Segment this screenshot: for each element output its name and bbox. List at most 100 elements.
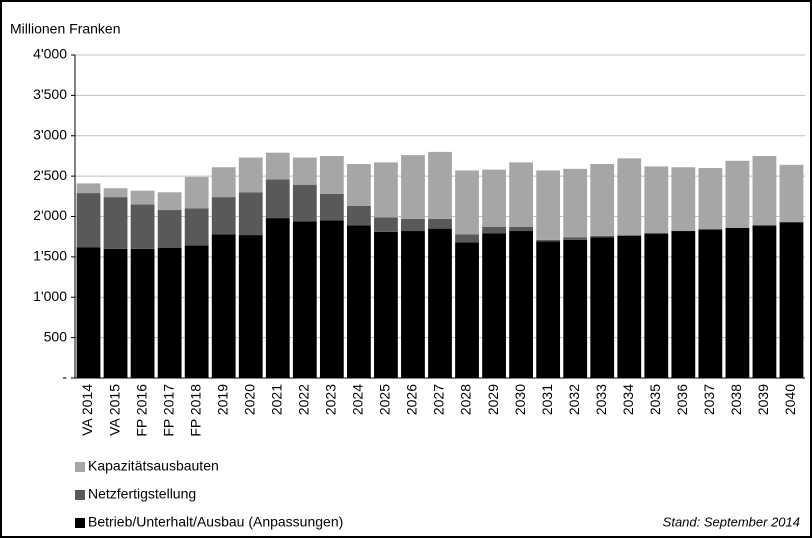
bar-segment	[725, 227, 750, 378]
legend-swatch	[75, 518, 85, 528]
bar-segment	[184, 245, 209, 378]
bar-segment	[509, 231, 534, 378]
bar-segment	[617, 235, 642, 236]
x-tick-label: 2033	[593, 384, 609, 415]
bar-segment	[563, 237, 588, 240]
bar-segment	[428, 228, 452, 378]
legend-label: Betrieb/Unterhalt/Ausbau (Anpassungen)	[88, 514, 343, 530]
bar-segment	[374, 231, 398, 378]
bar-segment	[319, 155, 344, 194]
bar-segment	[346, 206, 371, 226]
bar-segment	[76, 183, 101, 194]
bar-segment	[238, 157, 263, 193]
x-tick-label: 2024	[350, 384, 366, 415]
bar-segment	[752, 225, 777, 378]
y-tick-label: 2'500	[33, 167, 67, 183]
legend-label: Netzfertigstellung	[88, 486, 196, 502]
bar-segment	[590, 237, 615, 378]
bar-segment	[698, 229, 723, 378]
bar-segment	[265, 152, 290, 180]
y-tick-label: 500	[44, 328, 68, 344]
bar-segment	[482, 226, 506, 234]
bar-segment	[671, 231, 696, 378]
legend-label: Kapazitätsausbauten	[88, 458, 219, 474]
x-tick-label: 2037	[701, 384, 717, 415]
bar-segment	[130, 190, 155, 205]
bar-segment	[292, 185, 317, 222]
bar-segment	[698, 168, 723, 230]
x-tick-label: 2023	[323, 384, 339, 415]
y-tick-label: 3'000	[33, 126, 67, 142]
y-tick-label: 1'000	[33, 288, 67, 304]
x-tick-label: 2031	[539, 384, 555, 415]
bar-segment	[319, 220, 344, 378]
x-tick-label: 2019	[214, 384, 230, 415]
bar-segment	[346, 225, 371, 378]
bar-segment	[428, 218, 452, 229]
y-tick-label: -	[62, 369, 67, 385]
bar-segment	[455, 242, 479, 378]
bar-segment	[563, 239, 588, 378]
bar-segment	[238, 235, 263, 378]
bar-segment	[292, 157, 317, 186]
x-tick-label: VA 2015	[106, 384, 122, 436]
x-tick-label: 2039	[755, 384, 771, 415]
bar-segment	[590, 235, 615, 238]
y-tick-label: 1'500	[33, 248, 67, 264]
bar-segment	[157, 247, 182, 378]
y-axis-label: Millionen Franken	[10, 21, 121, 37]
x-tick-label: 2021	[268, 384, 284, 415]
x-tick-label: 2040	[782, 384, 798, 415]
bar-segment	[509, 226, 534, 232]
x-tick-label: 2028	[458, 384, 474, 415]
bar-segment	[130, 248, 155, 378]
x-tick-label: 2035	[647, 384, 663, 415]
bar-segment	[184, 208, 209, 246]
bar-segment	[752, 155, 777, 226]
bar-segment	[211, 197, 236, 235]
bar-segment	[319, 193, 344, 221]
bar-segment	[401, 231, 425, 378]
bar-segment	[292, 221, 317, 378]
y-tick-label: 2'000	[33, 207, 67, 223]
bar-segment	[76, 247, 101, 378]
y-tick-label: 3'500	[33, 86, 67, 102]
x-tick-label: 2036	[674, 384, 690, 415]
bar-segment	[536, 170, 561, 240]
bar-segment	[428, 151, 452, 219]
bar-segment	[346, 164, 371, 207]
bar-segment	[482, 233, 506, 378]
bar-segment	[238, 192, 263, 236]
bar-segment	[455, 170, 479, 235]
x-tick-label: 2032	[566, 384, 582, 415]
bar-segment	[103, 197, 128, 249]
bar-segment	[779, 222, 804, 378]
bar-segment	[725, 160, 750, 228]
x-tick-label: 2034	[620, 384, 636, 415]
bar-segment	[211, 167, 236, 198]
bar-segment	[265, 179, 290, 219]
x-tick-label: FP 2016	[133, 384, 149, 437]
bar-segment	[157, 192, 182, 211]
x-tick-label: 2020	[241, 384, 257, 415]
x-tick-label: VA 2014	[79, 384, 95, 436]
x-tick-label: 2029	[485, 384, 501, 415]
x-tick-label: 2027	[431, 384, 447, 415]
x-tick-label: 2026	[404, 384, 420, 415]
bar-segment	[779, 164, 804, 223]
legend-swatch	[75, 490, 85, 500]
bar-segment	[265, 218, 290, 378]
bar-segment	[644, 166, 669, 234]
x-tick-label: FP 2018	[187, 384, 203, 437]
bar-segment	[644, 233, 669, 378]
bar-segment	[211, 234, 236, 378]
bar-segment	[617, 235, 642, 378]
annotation: Stand: September 2014	[663, 514, 800, 529]
bar-segment	[617, 158, 642, 236]
bar-segment	[590, 164, 615, 236]
y-tick-label: 4'000	[33, 46, 67, 62]
legend-swatch	[75, 462, 85, 472]
bar-segment	[130, 204, 155, 249]
x-tick-label: FP 2017	[160, 384, 176, 437]
